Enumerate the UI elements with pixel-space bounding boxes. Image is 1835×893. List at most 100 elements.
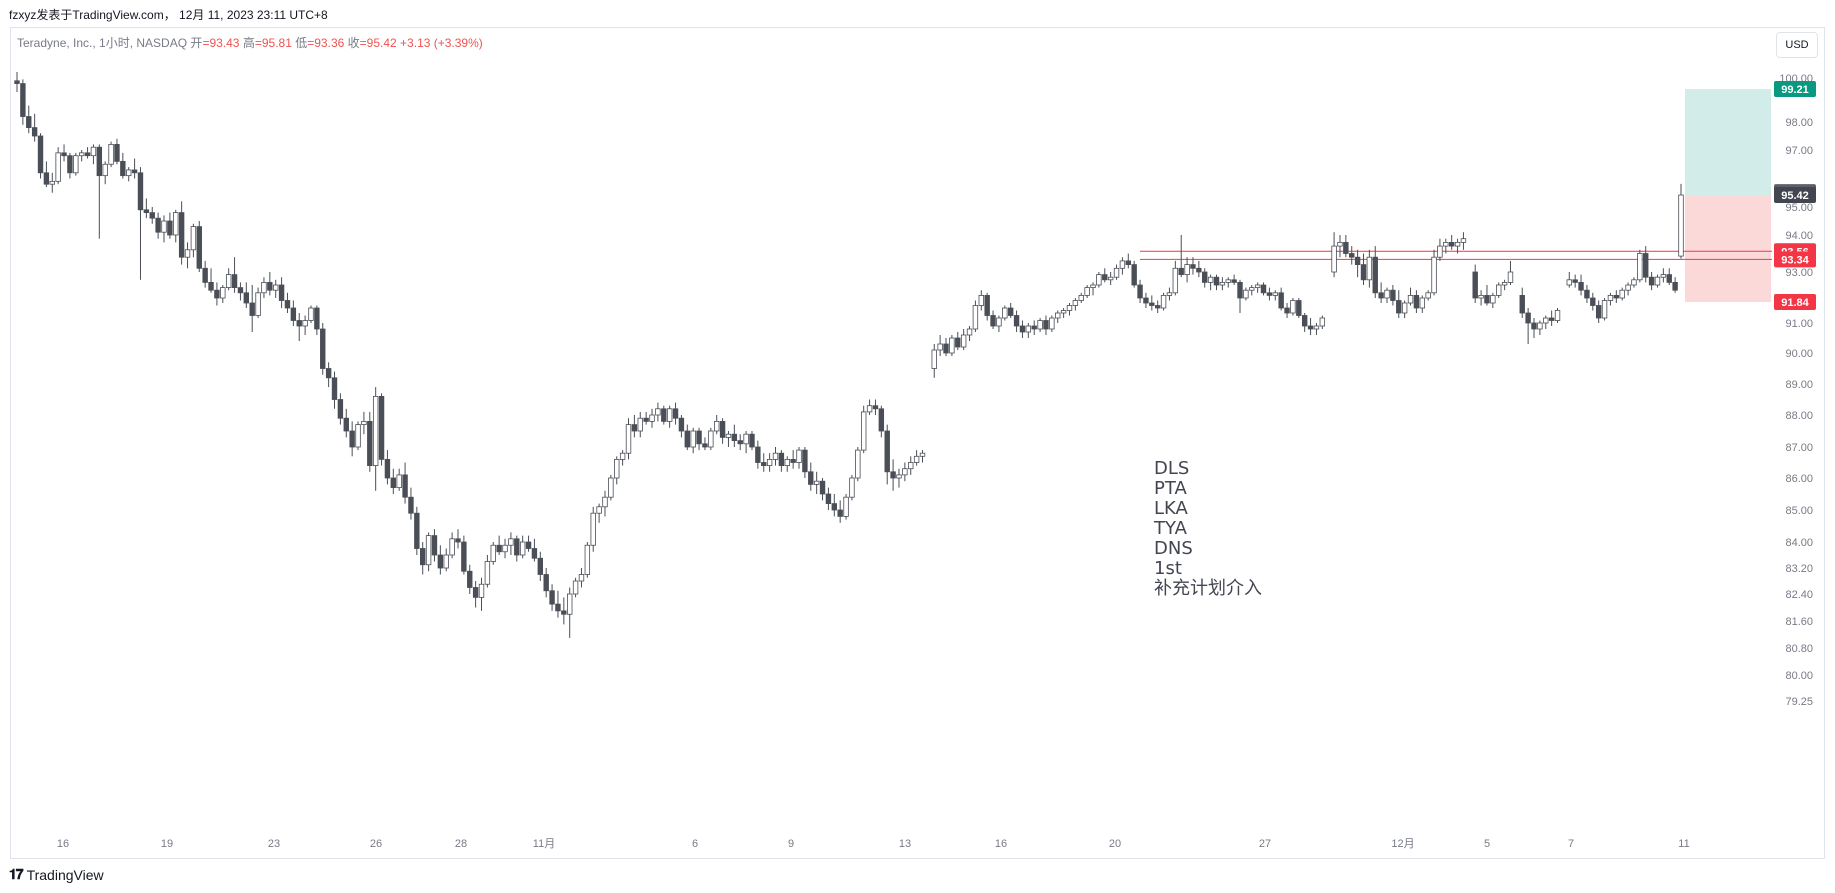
candle-body xyxy=(120,160,126,177)
candle-body xyxy=(1143,297,1149,304)
brand-logo[interactable]: 𝟏𝟕 TradingView xyxy=(9,866,104,883)
candle xyxy=(378,393,385,466)
candle-body xyxy=(314,307,320,330)
candle-body xyxy=(1648,276,1655,286)
candle-body xyxy=(1278,292,1284,309)
candle xyxy=(643,411,649,425)
candle-body xyxy=(543,574,549,592)
candle-body xyxy=(1066,305,1073,311)
candle xyxy=(231,257,238,293)
candle xyxy=(1166,287,1173,301)
candle xyxy=(614,456,620,485)
candle xyxy=(1143,292,1149,308)
candle-body xyxy=(1378,292,1384,299)
y-tick-label: 91.00 xyxy=(1785,318,1813,330)
candle-body xyxy=(1460,238,1467,243)
candle xyxy=(331,371,338,409)
x-tick-label: 28 xyxy=(455,838,467,850)
candle xyxy=(1225,277,1231,288)
candle-body xyxy=(849,477,855,498)
candle xyxy=(1584,285,1590,303)
candle-body xyxy=(1131,264,1137,286)
candle-body xyxy=(578,574,585,582)
candle xyxy=(1343,235,1349,258)
candle xyxy=(167,212,173,239)
candle xyxy=(825,487,832,510)
candle xyxy=(1354,249,1361,278)
candle xyxy=(1331,232,1337,278)
candle xyxy=(514,535,520,562)
candle xyxy=(737,434,743,451)
candle-body xyxy=(1154,305,1161,309)
candle-body xyxy=(449,538,455,556)
candle-body xyxy=(549,590,555,605)
candle xyxy=(372,387,379,491)
candle xyxy=(490,542,496,565)
candle-body xyxy=(384,458,391,479)
candle xyxy=(1543,315,1549,329)
candle-body xyxy=(931,349,937,369)
y-tick-label: 88.00 xyxy=(1785,410,1813,422)
candle-body xyxy=(949,337,955,354)
candle xyxy=(37,133,44,179)
candle xyxy=(1149,295,1155,311)
candle xyxy=(349,421,355,457)
candle-body xyxy=(1448,241,1455,247)
candle-body xyxy=(320,328,326,369)
candle-body xyxy=(408,496,414,514)
candle-body xyxy=(1666,274,1672,283)
candle xyxy=(1154,300,1161,313)
candle-body xyxy=(608,477,614,498)
candle-body xyxy=(649,414,655,422)
candle-body xyxy=(978,294,984,306)
candle-body xyxy=(960,334,967,348)
candle xyxy=(14,72,20,92)
candle-body xyxy=(896,474,902,479)
candle xyxy=(843,494,849,520)
candle xyxy=(1666,268,1672,285)
candle xyxy=(1113,264,1120,280)
candle-body xyxy=(1296,300,1302,316)
candle xyxy=(1119,257,1126,275)
candle-body xyxy=(702,443,708,448)
candle-body xyxy=(572,580,579,595)
candle-body xyxy=(420,548,426,566)
x-tick-label: 20 xyxy=(1109,838,1121,850)
candle xyxy=(849,474,855,501)
candle xyxy=(855,447,861,482)
candle-body xyxy=(1107,276,1114,281)
candle-body xyxy=(202,267,208,283)
candle xyxy=(284,292,291,313)
price-tag-label: 95.42 xyxy=(1781,190,1809,202)
candle-body xyxy=(396,474,402,488)
candle xyxy=(1007,303,1014,318)
candle xyxy=(1249,285,1255,296)
candle-body xyxy=(1537,322,1543,330)
candle xyxy=(1643,246,1649,283)
candle-body xyxy=(1366,256,1373,281)
candle-body xyxy=(372,395,379,466)
candle-body xyxy=(361,420,367,425)
candle-body xyxy=(1043,320,1049,330)
candle xyxy=(390,468,397,494)
candle xyxy=(320,323,326,375)
candle-body xyxy=(1372,256,1378,294)
candle-body xyxy=(884,430,890,473)
candle xyxy=(502,538,508,559)
candle-body xyxy=(708,430,714,448)
candle xyxy=(549,584,555,611)
candle-body xyxy=(1525,312,1531,324)
candle-body xyxy=(184,249,191,258)
currency-button[interactable]: USD xyxy=(1776,32,1818,58)
candle xyxy=(772,447,779,466)
candle-body xyxy=(1360,264,1367,281)
candle xyxy=(131,158,138,179)
candle-body xyxy=(1384,289,1390,299)
y-tick-label: 80.00 xyxy=(1785,670,1813,682)
candle xyxy=(696,427,702,451)
candle xyxy=(84,147,91,159)
candle xyxy=(1660,268,1667,283)
x-tick-label: 11月 xyxy=(533,838,555,850)
candle xyxy=(708,427,714,451)
